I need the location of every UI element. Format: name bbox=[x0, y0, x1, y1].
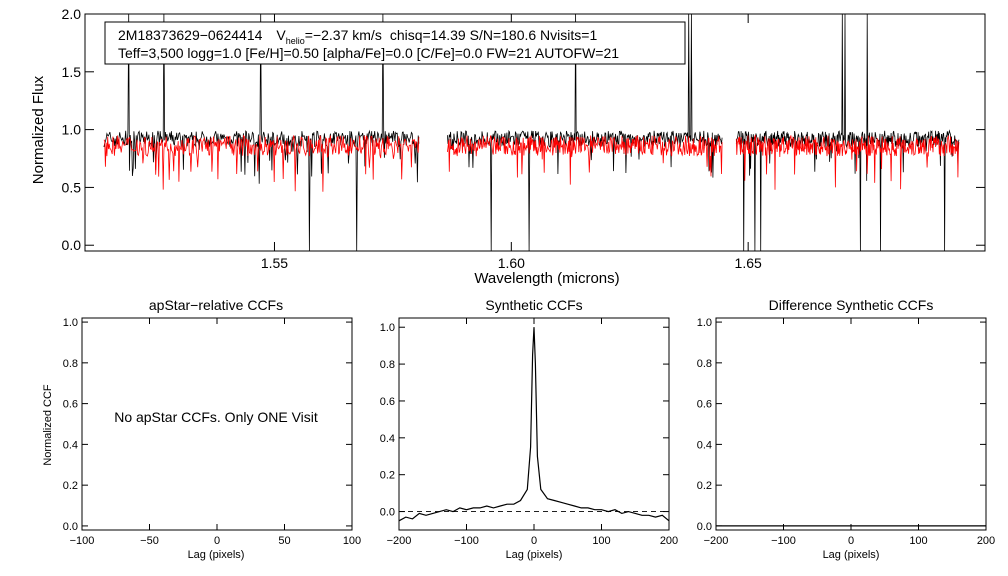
x-tick-label: 1.60 bbox=[498, 255, 525, 271]
y-tick-label: 0.6 bbox=[63, 399, 78, 411]
x-tick-label: 50 bbox=[278, 535, 290, 547]
model-spectrum-line bbox=[447, 135, 723, 185]
difference-ccf-frame bbox=[715, 317, 987, 531]
x-tick-label: 0 bbox=[848, 535, 854, 547]
y-tick-label: 0.4 bbox=[697, 439, 712, 451]
spectrum-y-axis-label: Normalized Flux bbox=[30, 75, 47, 184]
spectrum-plot-frame bbox=[84, 13, 986, 252]
x-tick-label: 0 bbox=[531, 535, 537, 547]
difference-ccf-panel: Difference Synthetic CCFs −200 −100 0 100 20… bbox=[697, 297, 995, 561]
synthetic-ccf-line bbox=[398, 327, 670, 522]
synthetic-ccf-panel: Synthetic CCFs −200 −100 0 100 200 0.0 0.2 0.4 0… bbox=[380, 297, 678, 561]
spectrum-info-box: 2M18373629−0624414 Vhelio=−2.37 km/s chisq… bbox=[104, 21, 686, 65]
y-tick-label: 0.0 bbox=[697, 521, 712, 533]
x-tick-label: 0 bbox=[214, 535, 220, 547]
model-spectrum-line bbox=[735, 134, 960, 190]
x-tick-label: −100 bbox=[454, 535, 479, 547]
vhelio-subscript: helio bbox=[286, 36, 305, 46]
apstar-ccf-x-axis-label: Lag (pixels) bbox=[188, 549, 245, 561]
y-tick-label: 1.5 bbox=[62, 64, 82, 80]
no-ccf-message: No apStar CCFs. Only ONE Visit bbox=[114, 409, 318, 425]
y-tick-label: 1.0 bbox=[63, 317, 78, 329]
x-tick-label: 200 bbox=[977, 535, 995, 547]
apstar-ccf-panel: apStar−relative CCFs −100 −50 0 50 100 0.0 0.2… bbox=[42, 297, 361, 561]
y-tick-label: 0.4 bbox=[63, 439, 78, 451]
y-tick-label: 0.2 bbox=[697, 480, 712, 492]
x-tick-label: 200 bbox=[660, 535, 678, 547]
x-tick-label: −200 bbox=[704, 535, 729, 547]
spectrum-x-axis-label: Wavelength (microns) bbox=[474, 270, 619, 287]
y-tick-label: 0.2 bbox=[63, 480, 78, 492]
y-tick-label: 0.0 bbox=[380, 507, 395, 519]
y-tick-label: 0.6 bbox=[697, 399, 712, 411]
synthetic-ccf-x-axis-label: Lag (pixels) bbox=[506, 549, 563, 561]
apstar-ccf-y-axis-label: Normalized CCF bbox=[42, 384, 54, 466]
y-tick-label: 0.8 bbox=[697, 358, 712, 370]
y-tick-label: 0.8 bbox=[63, 358, 78, 370]
model-spectrum-line bbox=[103, 134, 420, 192]
x-tick-label: 1.55 bbox=[261, 255, 288, 271]
synthetic-ccf-frame bbox=[398, 317, 670, 531]
synthetic-ccf-ticks: −200 −100 0 100 200 0.0 0.2 0.4 0.6 0.8 1.0 bbox=[380, 318, 678, 547]
fit-stats: chisq=14.39 S/N=180.6 Nvisits=1 bbox=[390, 27, 598, 43]
x-tick-label: −50 bbox=[140, 535, 159, 547]
y-tick-label: 1.0 bbox=[62, 122, 82, 138]
x-tick-label: 100 bbox=[592, 535, 610, 547]
difference-ccf-title: Difference Synthetic CCFs bbox=[769, 297, 934, 313]
y-tick-label: 1.0 bbox=[697, 317, 712, 329]
difference-ccf-ticks: −200 −100 0 100 200 0.0 0.2 0.4 0.6 0.8 1.0 bbox=[697, 317, 995, 547]
info-line-2: Teff=3,500 logg=1.0 [Fe/H]=0.50 [alpha/F… bbox=[118, 45, 619, 61]
vhelio-value: =−2.37 km/s bbox=[305, 27, 382, 43]
y-tick-label: 1.0 bbox=[380, 322, 395, 334]
observed-spectrum-line bbox=[447, 13, 723, 252]
info-box-frame bbox=[104, 21, 686, 65]
x-tick-label: −200 bbox=[387, 535, 412, 547]
synthetic-ccf-plot bbox=[398, 327, 670, 522]
y-tick-label: 0.5 bbox=[62, 179, 82, 195]
y-tick-label: 0.2 bbox=[380, 470, 395, 482]
apstar-ccf-title: apStar−relative CCFs bbox=[149, 297, 283, 313]
difference-ccf-x-axis-label: Lag (pixels) bbox=[823, 549, 880, 561]
x-tick-label: 100 bbox=[343, 535, 361, 547]
y-tick-label: 0.6 bbox=[380, 396, 395, 408]
spectrum-ticks: 1.55 1.60 1.65 0.0 0.5 1.0 1.5 2.0 bbox=[62, 6, 985, 271]
spectrum-lines bbox=[103, 13, 960, 252]
y-tick-label: 0.0 bbox=[63, 521, 78, 533]
observed-spectrum-line bbox=[735, 13, 960, 252]
x-tick-label: −100 bbox=[70, 535, 95, 547]
x-tick-label: −100 bbox=[771, 535, 796, 547]
x-tick-label: 1.65 bbox=[735, 255, 762, 271]
x-tick-label: 100 bbox=[909, 535, 927, 547]
synthetic-ccf-title: Synthetic CCFs bbox=[485, 297, 582, 313]
vhelio-prefix: V bbox=[276, 27, 286, 43]
spectrum-panel: 1.55 1.60 1.65 0.0 0.5 1.0 1.5 2.0 Wavelength (… bbox=[30, 6, 986, 287]
y-tick-label: 2.0 bbox=[62, 6, 82, 22]
apstar-ccf-ticks: −100 −50 0 50 100 0.0 0.2 0.4 0.6 0.8 1.0 bbox=[63, 317, 361, 547]
star-id: 2M18373629−0624414 bbox=[118, 27, 263, 43]
y-tick-label: 0.0 bbox=[62, 237, 82, 253]
y-tick-label: 0.8 bbox=[380, 359, 395, 371]
info-line-1: 2M18373629−0624414 Vhelio=−2.37 km/s chisq… bbox=[118, 27, 597, 46]
y-tick-label: 0.4 bbox=[380, 433, 395, 445]
